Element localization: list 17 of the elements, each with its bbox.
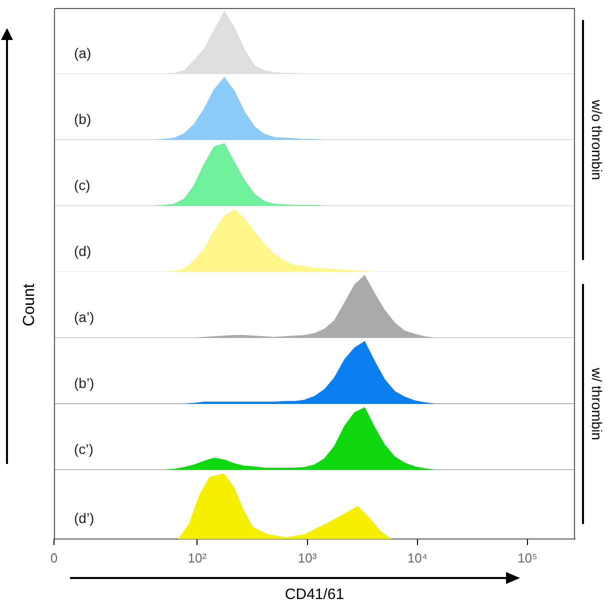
x-tick-label: 10⁴ <box>407 550 428 566</box>
text: w/ thrombin <box>589 368 605 440</box>
x-axis-title: CD41/61 <box>284 586 344 604</box>
x-tick-label: 10² <box>188 550 208 566</box>
series-label: (b’) <box>74 375 94 391</box>
series-label: (d) <box>74 243 92 259</box>
text: w/o thrombin <box>589 100 605 180</box>
series-label: (c’) <box>74 441 94 457</box>
text: (d’) <box>74 510 94 526</box>
x-tick-label: 0 <box>50 550 58 566</box>
series-label: (c) <box>74 177 90 193</box>
x-tick-label: 10³ <box>298 550 318 566</box>
series-label: (b) <box>74 111 92 127</box>
series-label: (a) <box>74 45 92 61</box>
series-label: (a’) <box>74 309 94 325</box>
x-tick-label: 10⁵ <box>518 550 538 566</box>
y-axis-title: Count <box>21 284 39 326</box>
